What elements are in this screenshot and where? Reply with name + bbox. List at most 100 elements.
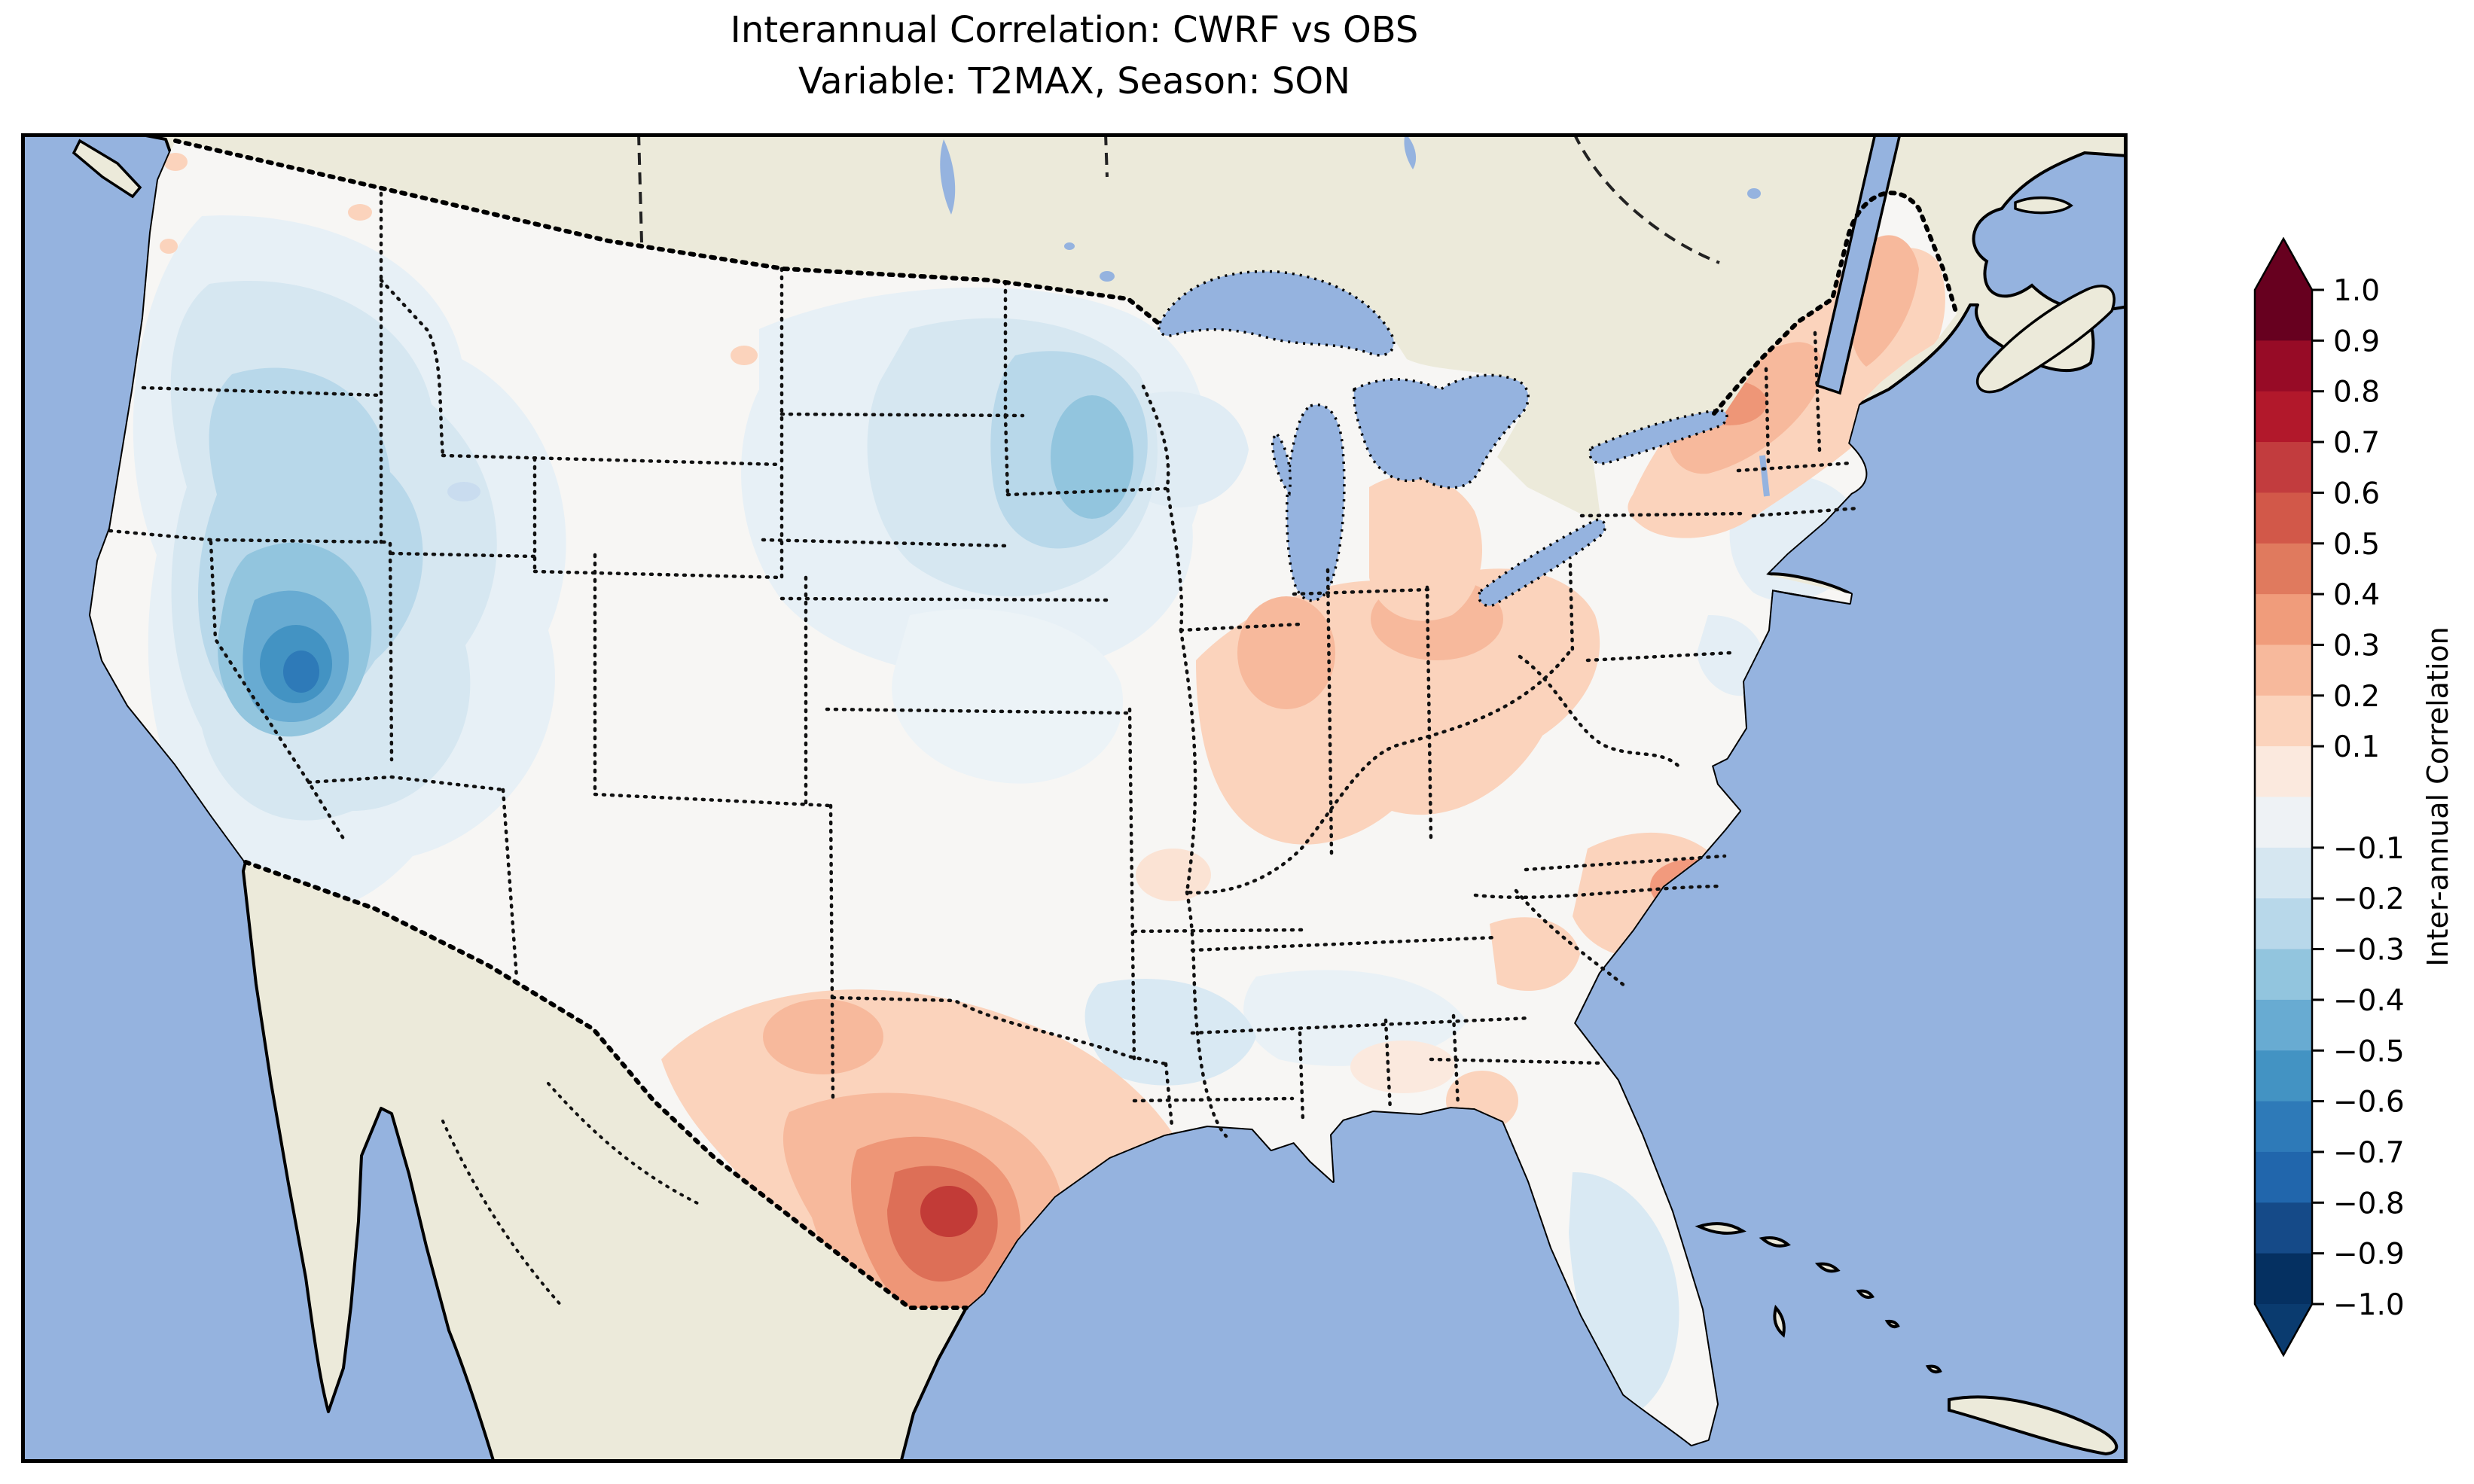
contour-indiana-red-03 (1237, 596, 1335, 709)
bahama-island-3 (1814, 1262, 1841, 1273)
bahama-island-4 (1856, 1289, 1875, 1300)
colorbar-segment (2255, 898, 2312, 950)
colorbar-tick-label: −0.7 (2333, 1136, 2405, 1170)
us-canada-border-east (1712, 190, 1959, 416)
colorbar-tick-label: 0.7 (2333, 426, 2380, 460)
mexico-state-borders (441, 1082, 700, 1309)
canada-small-lake (1064, 242, 1075, 250)
colorbar-segment (2255, 746, 2312, 798)
title-line-1: Interannual Correlation: CWRF vs OBS (730, 9, 1419, 51)
figure-title: Interannual Correlation: CWRF vs OBS Var… (21, 5, 2128, 107)
colorbar-tick-label: −0.4 (2333, 984, 2405, 1018)
contour-westtexas-red-03 (763, 999, 883, 1074)
colorbar-tick-label: 1.0 (2333, 274, 2380, 308)
lake-of-the-woods (1100, 271, 1115, 282)
nova-scotia (1975, 285, 2116, 394)
colorbar-under-arrow (2255, 1304, 2312, 1355)
lake-ontario (1588, 409, 1728, 465)
colorbar-tick-label: 0.3 (2333, 629, 2380, 663)
canada-province-borders (637, 133, 1720, 264)
colorbar-segment (2255, 391, 2312, 443)
green-bay (1271, 432, 1292, 497)
colorbar-tick-label: 0.6 (2333, 477, 2380, 510)
contour-georgia-red-02 (1490, 917, 1580, 992)
lake-champlain (1759, 455, 1770, 497)
colorbar-tick-label: −0.9 (2333, 1238, 2405, 1272)
colorbar-segment (2255, 1253, 2312, 1305)
colorbar-segment (2255, 999, 2312, 1051)
colorbar-segment (2255, 1050, 2312, 1102)
colorbar-tick-label: −0.5 (2333, 1035, 2405, 1068)
lake-winnipeg (1404, 133, 1417, 169)
colorbar-tick-label: 0.5 (2333, 528, 2380, 562)
colorbar-tick-label: 0.2 (2333, 680, 2380, 714)
colorbar-segment (2255, 847, 2312, 899)
colorbar-segment (2255, 492, 2312, 544)
colorbar-segment (2255, 543, 2312, 595)
bahama-island-5 (1884, 1319, 1900, 1329)
contour-kansas-pale-blue (892, 609, 1124, 784)
colorbar-tick-label: −0.3 (2333, 934, 2405, 967)
colorbar-tick-label: 0.4 (2333, 578, 2380, 612)
caribbean-islands (1695, 1222, 2119, 1456)
colorbar-segment (2255, 797, 2312, 849)
colorbar-tick-label: 0.1 (2333, 730, 2380, 764)
map-axes (21, 133, 2128, 1463)
us-canada-border (173, 139, 1161, 325)
colorbar-segment (2255, 695, 2312, 747)
colorbar-segment (2255, 340, 2312, 392)
axes-frame (21, 133, 2128, 1463)
quebec-lake (1747, 188, 1761, 199)
lake-huron (1352, 373, 1530, 489)
great-salt-lake (447, 482, 480, 501)
state-borders (108, 191, 1861, 1138)
saskatchewan-lake (940, 139, 956, 215)
cuba (1948, 1395, 2119, 1456)
grand-bahama (1695, 1222, 1746, 1235)
colorbar-segment (2255, 644, 2312, 696)
contour-idaho-spot (348, 204, 372, 221)
colorbar-segment (2255, 594, 2312, 646)
contour-montana-spot (731, 346, 758, 365)
lake-superior (1158, 270, 1396, 357)
canada-water (447, 133, 2128, 501)
colorbar-tick-label: 0.8 (2333, 376, 2380, 410)
map-svg (21, 133, 2128, 1463)
colorbar-segment (2255, 442, 2312, 493)
colorbar-segment (2255, 1202, 2312, 1254)
contour-minnesota-blue-04 (1051, 395, 1133, 519)
colorbar-segment (2255, 949, 2312, 1001)
contour-gulfcoast-red-pale (1350, 1041, 1456, 1093)
contour-nevada-blue-07 (283, 651, 319, 693)
contour-texas-red-core (920, 1186, 978, 1237)
colorbar-label: Inter-annual Correlation (2421, 626, 2454, 967)
colorbar-tick-label: −0.1 (2333, 832, 2405, 866)
title-line-2: Variable: T2MAX, Season: SON (798, 60, 1351, 103)
country-borders (173, 139, 1959, 1310)
great-lakes (1158, 270, 1728, 608)
colorbar-tick-label: −0.6 (2333, 1086, 2405, 1120)
bahama-island-2 (1759, 1236, 1791, 1248)
lake-michigan (1286, 403, 1346, 602)
contour-oklahoma-blue (1084, 979, 1256, 1086)
colorbar: 1.0 0.9 0.8 0.7 0.6 0.5 0.4 0.3 0.2 0.1 −0.1 −0.2 −0… (2253, 236, 2474, 1359)
contour-wa-spot-2 (160, 239, 178, 254)
contour-michigan-red-02 (1369, 474, 1482, 621)
colorbar-segment (2255, 1151, 2312, 1203)
us-mexico-border (243, 860, 969, 1310)
vancouver-island (72, 139, 142, 199)
colorbar-tick-label: −1.0 (2333, 1288, 2405, 1322)
colorbar-tick-label: −0.8 (2333, 1187, 2405, 1220)
colorbar-over-arrow (2255, 239, 2312, 290)
colorbar-segment (2255, 1101, 2312, 1153)
contour-wa-spot-1 (163, 153, 188, 171)
st-lawrence-river (1815, 133, 1902, 395)
andros-island (1773, 1304, 1786, 1338)
colorbar-svg: 1.0 0.9 0.8 0.7 0.6 0.5 0.4 0.3 0.2 0.1 −0.1 −0.2 −0… (2253, 236, 2405, 1358)
prince-edward-island (2014, 196, 2073, 215)
colorbar-tick-label: 0.9 (2333, 325, 2380, 358)
colorbar-tick-label: −0.2 (2333, 882, 2405, 916)
correlation-field (90, 141, 1957, 1445)
colorbar-segment (2255, 290, 2312, 341)
